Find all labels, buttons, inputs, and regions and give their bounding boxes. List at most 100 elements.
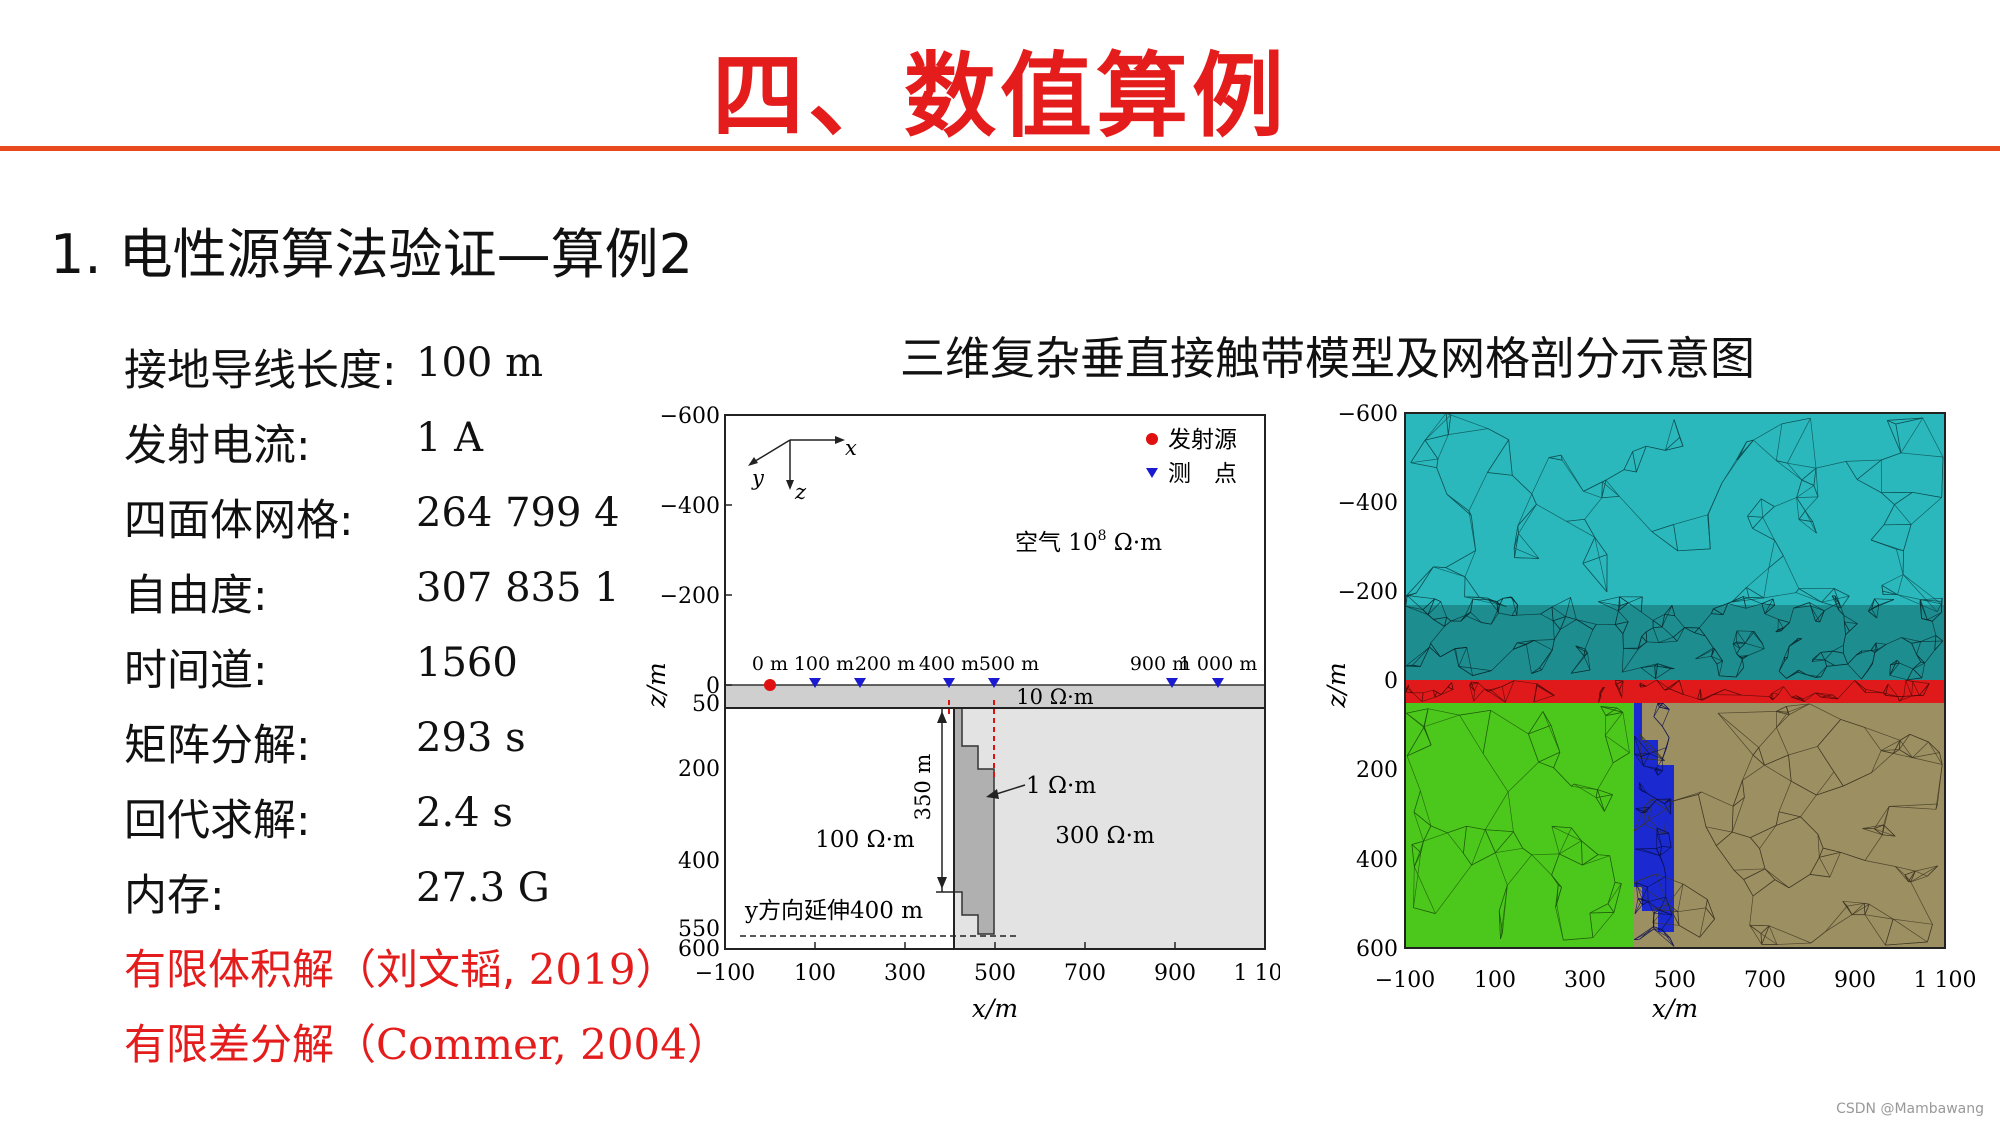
air-label: 空气 108 Ω·m (1015, 528, 1162, 556)
param-row: 接地导线长度: 100 m (124, 336, 684, 411)
y-tick-label: 50 (692, 692, 720, 717)
param-value: 307 835 1 (416, 565, 620, 611)
x-tick-label: 1 100 (1914, 968, 1977, 993)
y-tick-label: −400 (1338, 491, 1398, 516)
station-marker (854, 678, 866, 688)
mesh-dyke-region (1634, 703, 1674, 932)
ref-text: ） (635, 945, 678, 994)
y-tick-label: 0 (706, 674, 720, 699)
y-tick-label: 600 (678, 937, 720, 962)
x-tick-label: 500 (974, 961, 1016, 986)
y-tick-label: −600 (660, 404, 720, 429)
x-tick-label: 300 (884, 961, 926, 986)
x-tick-label: 700 (1064, 961, 1106, 986)
param-value: 264 799 4 (416, 490, 620, 536)
section-subtitle: 1. 电性源算法验证—算例2 (50, 223, 694, 286)
x-axis-title: x/m (1652, 994, 1698, 1023)
station-label: 900 m (1130, 653, 1190, 675)
parameter-list: 接地导线长度: 100 m 发射电流: 1 A 四面体网格: 264 799 4… (124, 336, 684, 936)
y-tick-label: 600 (1356, 937, 1398, 962)
param-label: 四面体网格: (124, 496, 354, 546)
station-marker (809, 678, 821, 688)
station-label: 500 m (979, 653, 1039, 675)
left-block-label: 100 Ω·m (815, 827, 915, 853)
y-tick-label: 400 (1356, 848, 1398, 873)
figure-title: 三维复杂垂直接触带模型及网格剖分示意图 (900, 332, 1756, 385)
param-label: 自由度: (124, 571, 268, 621)
station-label: 100 m (794, 653, 854, 675)
param-value: 100 m (416, 340, 543, 386)
y-tick-label: 200 (678, 757, 720, 782)
x-axis-title: x/m (972, 994, 1018, 1023)
right-block (954, 708, 1265, 949)
param-value: 293 s (416, 715, 526, 761)
legend-source-label: 发射源 (1168, 427, 1237, 453)
title-divider (0, 146, 2000, 151)
ref-year: Commer, 2004 (376, 1020, 687, 1069)
x-tick-label: 900 (1834, 968, 1876, 993)
x-tick-label: 700 (1744, 968, 1786, 993)
param-label: 发射电流: (124, 421, 311, 471)
param-row: 内存: 27.3 G (124, 861, 684, 936)
x-tick-label: −100 (1375, 968, 1435, 993)
right-block-label: 300 Ω·m (1055, 823, 1155, 849)
param-label: 接地导线长度: (124, 346, 397, 396)
param-value: 1 A (416, 415, 484, 461)
param-row: 发射电流: 1 A (124, 411, 684, 486)
param-row: 矩阵分解: 293 s (124, 711, 684, 786)
mesh-left-region (1405, 703, 1634, 948)
reference-finite-volume: 有限体积解（刘文韬, 2019） (124, 936, 678, 997)
param-value: 1560 (416, 640, 518, 686)
y-tick-label: −600 (1338, 402, 1398, 427)
x-tick-label: 500 (1654, 968, 1696, 993)
dyke-label: 1 Ω·m (1026, 773, 1096, 799)
x-tick-label: −100 (695, 961, 755, 986)
x-tick-label: 300 (1564, 968, 1606, 993)
y-axis-title: z/m (642, 662, 671, 708)
station-label: 1 000 m (1179, 653, 1257, 675)
ref-year: 2019 (528, 945, 636, 994)
legend-station-marker (1146, 468, 1158, 478)
param-row: 自由度: 307 835 1 (124, 561, 684, 636)
param-row: 回代求解: 2.4 s (124, 786, 684, 861)
y-tick-label: −400 (660, 494, 720, 519)
station-marker (988, 678, 1000, 688)
station-label: 0 m (752, 653, 788, 675)
y-tick-label: −200 (660, 584, 720, 609)
depth-label: 350 m (911, 754, 935, 821)
legend-station-label: 测 点 (1168, 461, 1237, 487)
y-tick-label: 0 (1384, 669, 1398, 694)
x-tick-label: 100 (1474, 968, 1516, 993)
param-label: 内存: (124, 871, 225, 921)
param-row: 四面体网格: 264 799 4 (124, 486, 684, 561)
param-value: 2.4 s (416, 790, 513, 836)
page-title: 四、数值算例 (711, 43, 1288, 150)
station-marker (1212, 678, 1224, 688)
mesh-diagram: x/m z/m −100 100 300 500 700 900 1 100 −600 −400… (1322, 402, 1977, 1023)
y-tick-label: 400 (678, 849, 720, 874)
param-label: 矩阵分解: (124, 721, 311, 771)
ref-text: ） (687, 1020, 730, 1069)
y-tick-label: −200 (1338, 580, 1398, 605)
model-diagram: 350 m x y z 发射源 测 点 空气 108 Ω·m 10 Ω·m 10… (642, 404, 1280, 1023)
param-label: 时间道: (124, 646, 268, 696)
legend-source-marker (1146, 433, 1158, 445)
layer-label: 10 Ω·m (1016, 685, 1093, 709)
extend-label: y方向延伸400 m (744, 898, 923, 924)
x-tick-label: 900 (1154, 961, 1196, 986)
axis-y-label: y (751, 466, 765, 490)
station-label: 400 m (919, 653, 979, 675)
y-tick-label: 550 (678, 917, 720, 942)
x-tick-label: 100 (794, 961, 836, 986)
ref-text: 有限差分解（ (124, 1020, 377, 1069)
station-marker (1166, 678, 1178, 688)
param-row: 时间道: 1560 (124, 636, 684, 711)
mesh-frame (1404, 412, 1946, 949)
dyke-block (953, 707, 995, 935)
reference-finite-difference: 有限差分解（Commer, 2004） (124, 1011, 729, 1072)
param-value: 27.3 G (416, 865, 550, 911)
axis-z-label: z (794, 480, 807, 504)
axis-x-label: x (845, 436, 857, 460)
param-label: 回代求解: (124, 796, 311, 846)
station-marker (943, 678, 955, 688)
